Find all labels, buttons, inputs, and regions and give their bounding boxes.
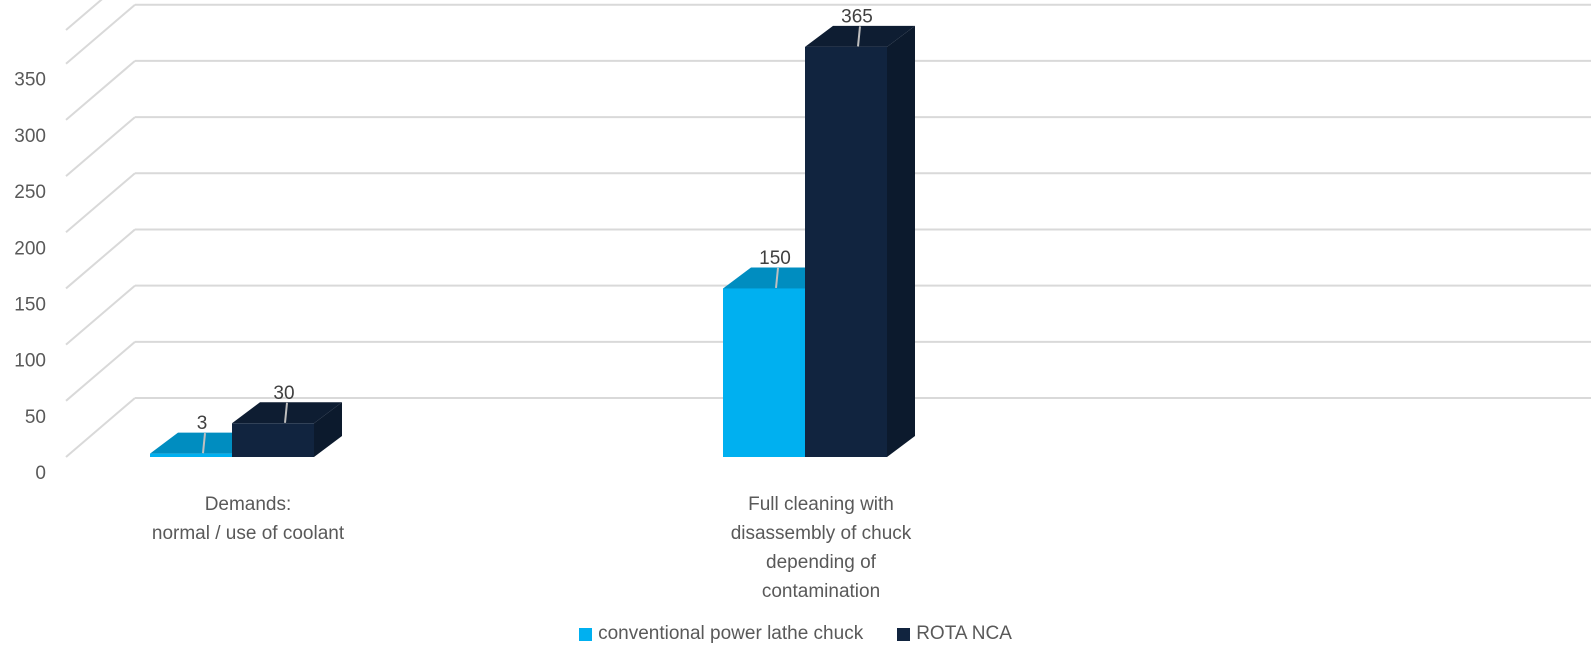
- bar-front: [232, 423, 314, 457]
- legend-item-conventional[interactable]: conventional power lathe chuck: [579, 623, 863, 645]
- gridline-diagonal: [65, 116, 136, 177]
- legend-swatch-rota-nca: [897, 627, 911, 641]
- y-tick-label: 50: [25, 407, 46, 428]
- data-label: 150: [759, 248, 791, 269]
- legend-label-rota-nca: ROTA NCA: [916, 623, 1012, 644]
- bar-side: [887, 25, 915, 458]
- bar: [232, 402, 342, 457]
- data-label: 3: [197, 413, 208, 434]
- gridline-diagonal: [65, 284, 136, 346]
- data-label-leader: [202, 433, 206, 454]
- y-tick-label: 300: [14, 126, 46, 147]
- data-label: 365: [841, 6, 873, 27]
- y-axis-ticks: 0 50 100 150 200 250 300 350: [14, 70, 46, 484]
- legend: conventional power lathe chuck ROTA NCA: [0, 623, 1591, 645]
- bar: [805, 25, 915, 458]
- gridline-diagonal: [65, 341, 136, 402]
- legend-swatch-conventional: [579, 627, 593, 641]
- gridline-diagonal: [65, 3, 136, 65]
- category-label: disassembly of chuck: [731, 523, 912, 544]
- gridline-diagonal: [65, 172, 136, 234]
- gridline-diagonal: [65, 228, 136, 290]
- bar-front: [805, 46, 887, 458]
- category-label: contamination: [762, 581, 880, 602]
- data-label: 30: [273, 383, 294, 404]
- category-label: normal / use of coolant: [152, 523, 345, 544]
- category-label: Full cleaning with: [748, 494, 894, 515]
- gridline-diagonal: [65, 0, 103, 31]
- data-labels: 3 30 150 365: [197, 6, 873, 454]
- y-tick-label: 150: [14, 294, 46, 315]
- data-label-leader: [857, 26, 861, 47]
- y-tick-label: 350: [14, 70, 46, 91]
- category-label: depending of: [766, 552, 877, 573]
- y-tick-label: 250: [14, 182, 46, 203]
- legend-item-rota-nca[interactable]: ROTA NCA: [897, 623, 1012, 645]
- data-label-leader: [284, 402, 288, 423]
- gridline-diagonal: [65, 60, 136, 121]
- bar-front: [723, 288, 805, 457]
- data-label-leader: [775, 267, 779, 289]
- bars: [150, 25, 915, 458]
- gridline-diagonal: [65, 397, 136, 458]
- bar-side: [314, 402, 342, 457]
- y-tick-label: 200: [14, 238, 46, 259]
- legend-label-conventional: conventional power lathe chuck: [598, 623, 864, 644]
- x-axis-categories: Demands: normal / use of coolant Full clea…: [152, 494, 912, 602]
- bar-front: [150, 453, 232, 457]
- y-tick-label: 100: [14, 351, 46, 372]
- category-label: Demands:: [205, 494, 292, 515]
- y-tick-label: 0: [35, 463, 46, 484]
